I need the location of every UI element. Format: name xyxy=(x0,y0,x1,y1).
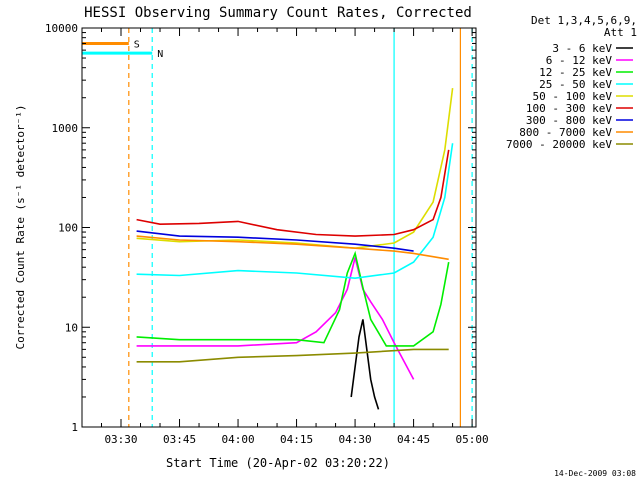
x-tick-label: 04:45 xyxy=(397,433,430,446)
legend-title-line: Det 1,3,4,5,6,9, xyxy=(531,14,637,27)
legend-label: 25 - 50 keV xyxy=(539,78,612,91)
y-axis-label: Corrected Count Rate (s⁻¹ detector⁻¹) xyxy=(14,104,27,349)
x-tick-label: 03:45 xyxy=(163,433,196,446)
y-tick-label: 10000 xyxy=(45,22,78,35)
x-tick-label: 05:00 xyxy=(456,433,489,446)
series-line-6 xyxy=(136,230,414,252)
x-tick-label: 03:30 xyxy=(104,433,137,446)
series-line-1 xyxy=(136,257,415,380)
y-tick-label: 1000 xyxy=(52,122,79,135)
legend-label: 12 - 25 keV xyxy=(539,66,612,79)
legend-label: 50 - 100 keV xyxy=(533,90,613,103)
series-line-2 xyxy=(136,250,450,347)
x-tick-label: 04:15 xyxy=(280,433,313,446)
series-line-0 xyxy=(350,319,380,410)
footer-timestamp: 14-Dec-2009 03:08 xyxy=(554,469,636,478)
series-line-7 xyxy=(136,235,449,261)
annotation-label-s: S xyxy=(134,39,140,50)
plot-layer: S N 1 10 100 1000 10000 03:30 03:45 04:00 04:15 04:… xyxy=(45,22,489,446)
x-axis-label: Start Time (20-Apr-02 03:20:22) xyxy=(166,456,390,470)
series-line-3 xyxy=(136,143,454,280)
legend-label: 6 - 12 keV xyxy=(546,54,613,67)
legend-label: 800 - 7000 keV xyxy=(519,126,612,139)
series-line-5 xyxy=(136,149,450,237)
legend-label: 3 - 6 keV xyxy=(552,42,612,55)
legend-title-line: Att 1 xyxy=(604,26,637,39)
y-tick-label: 1 xyxy=(71,421,78,434)
x-tick-label: 04:00 xyxy=(221,433,254,446)
legend-label: 100 - 300 keV xyxy=(526,102,612,115)
series-line-8 xyxy=(136,348,449,363)
x-tick-label: 04:30 xyxy=(339,433,372,446)
legend-label: 300 - 800 keV xyxy=(526,114,612,127)
chart-title: HESSI Observing Summary Count Rates, Cor… xyxy=(84,5,472,21)
annotation-label-n: N xyxy=(157,49,163,60)
legend-label: 7000 - 20000 keV xyxy=(506,138,612,151)
y-tick-label: 100 xyxy=(58,222,78,235)
y-tick-label: 10 xyxy=(65,321,78,334)
